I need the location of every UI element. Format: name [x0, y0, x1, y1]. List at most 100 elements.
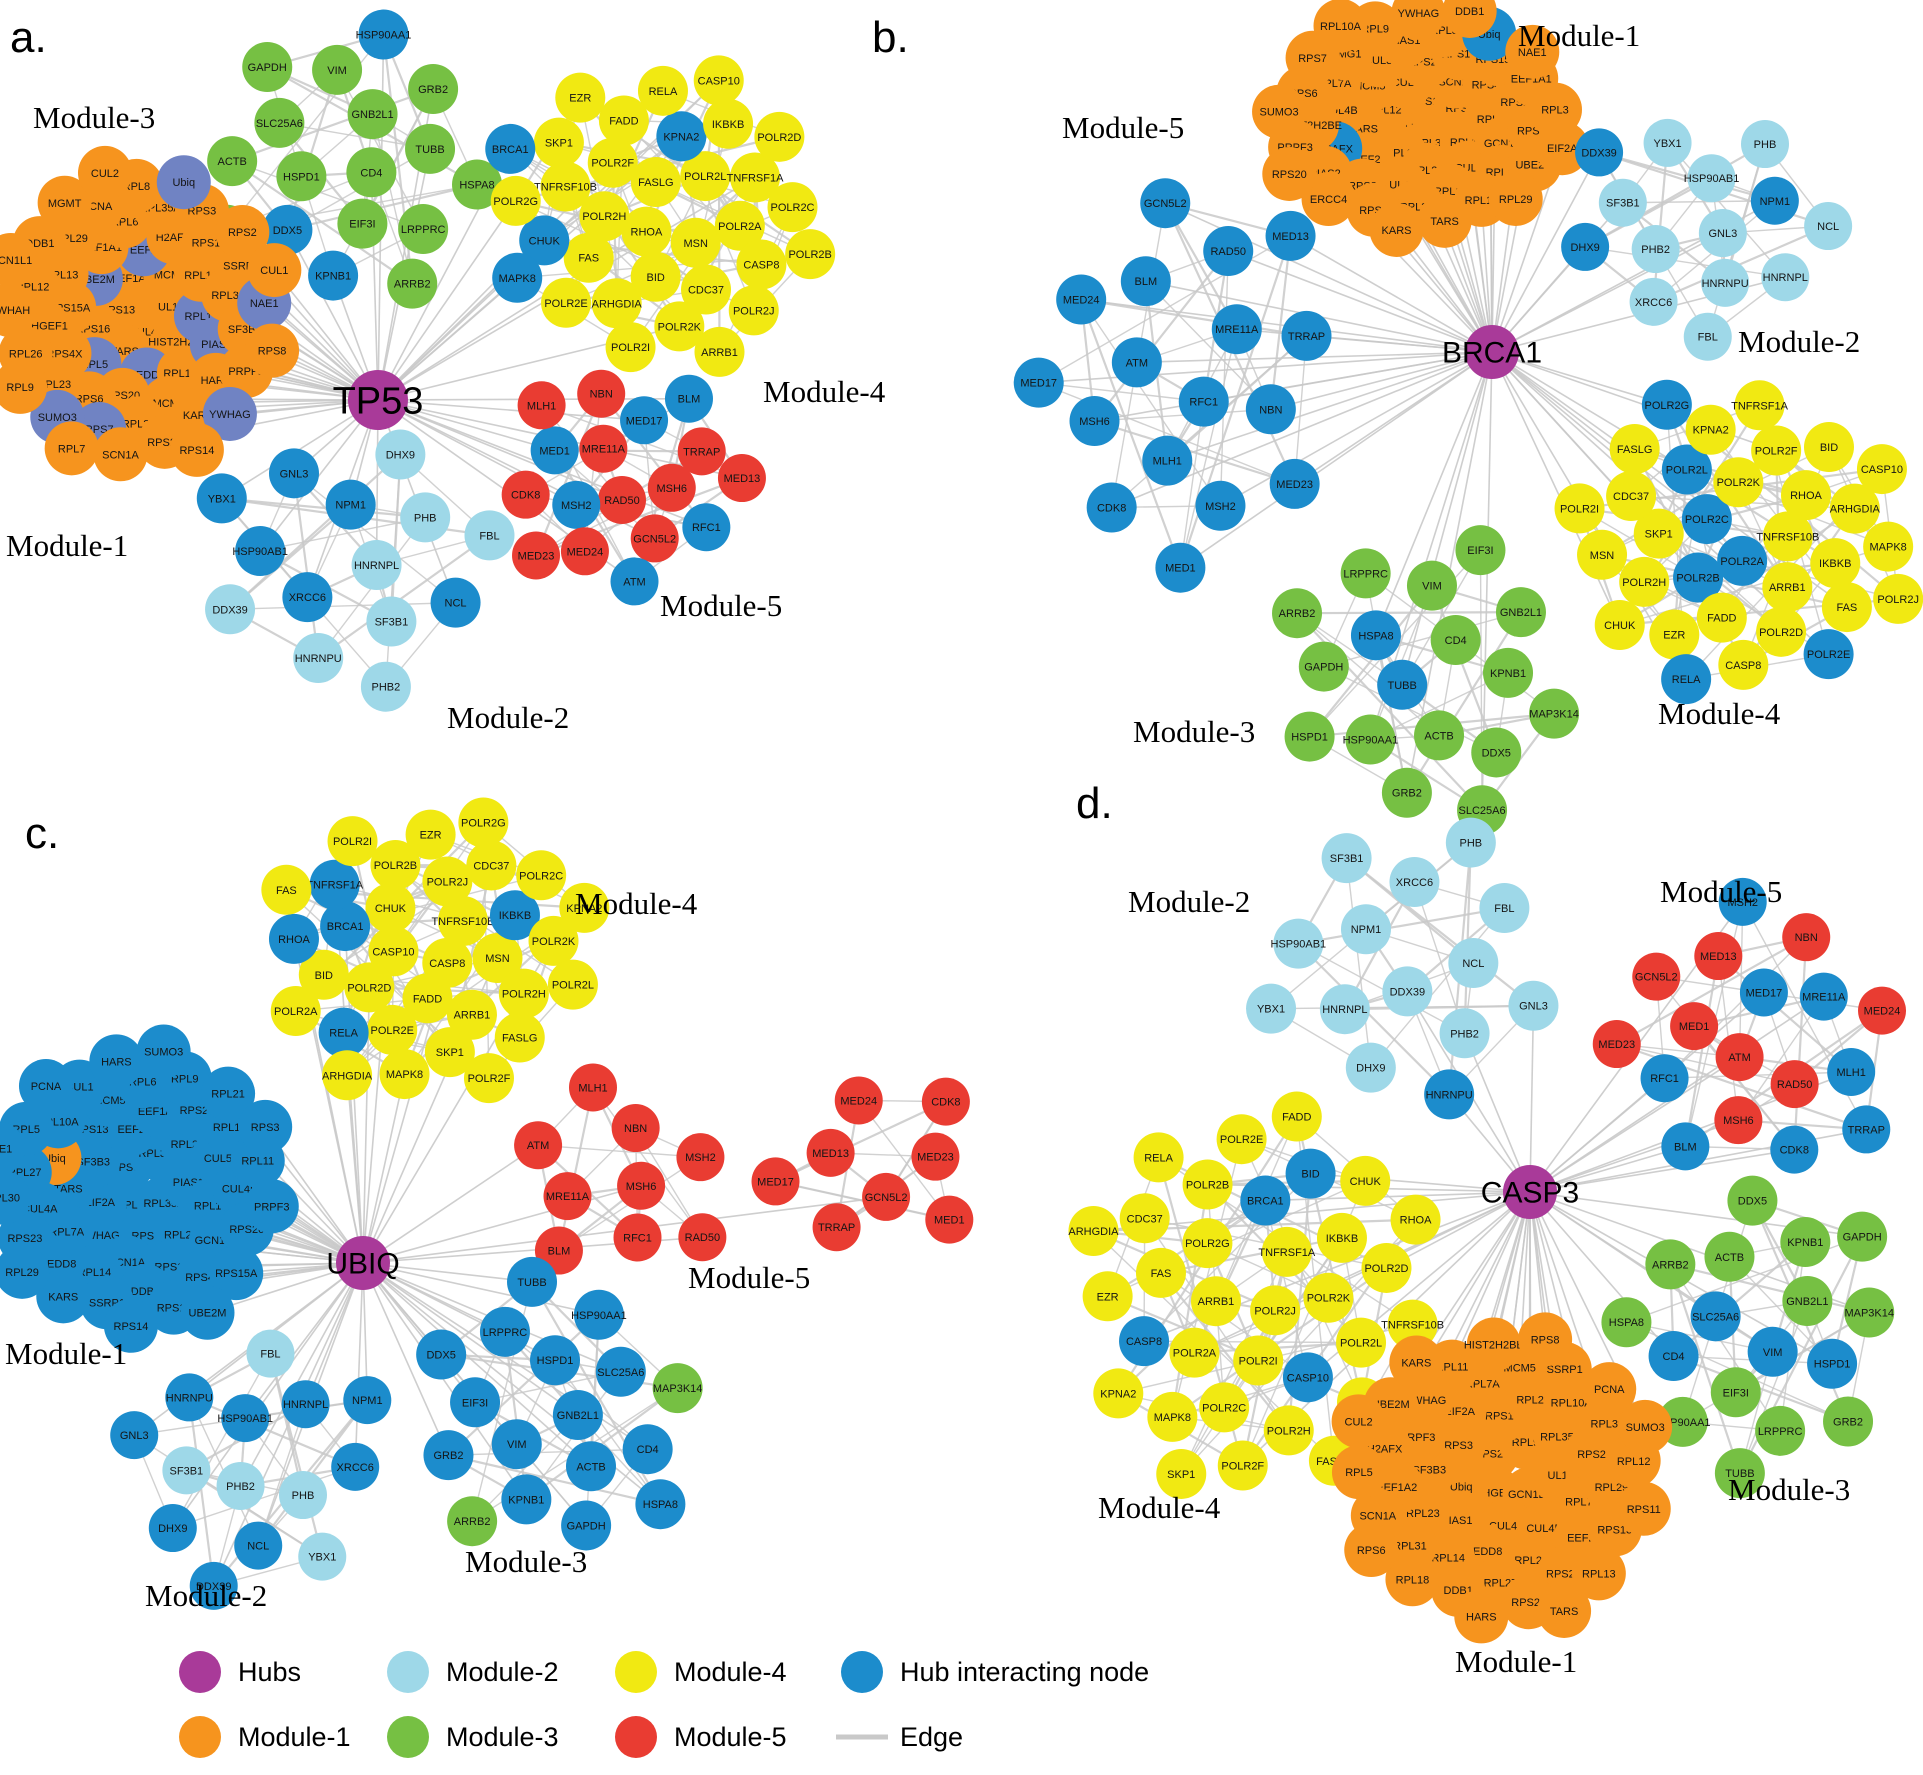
node-FADD: FADD	[1696, 592, 1747, 643]
gene-node-label: HSPD1	[1814, 1359, 1851, 1371]
gene-node-circle	[458, 797, 509, 848]
node-YBX1: YBX1	[1246, 983, 1297, 1034]
node-NPM1: NPM1	[1750, 176, 1799, 225]
edge	[1345, 858, 1372, 1068]
node-FASLG: FASLG	[1609, 424, 1660, 475]
gene-node-label: GRB2	[418, 84, 448, 96]
gene-node-label: RPL26	[9, 348, 43, 360]
gene-node-label: POLR2E	[544, 298, 587, 310]
hub-spokes	[1529, 1191, 1870, 1365]
gene-node-label: POLR2H	[1267, 1425, 1311, 1437]
gene-node-circle	[1858, 986, 1907, 1035]
gene-node-circle	[1856, 444, 1907, 495]
gene-node-circle	[1120, 256, 1171, 307]
edge	[1405, 611, 1522, 794]
node-CASP10: CASP10	[1282, 1352, 1333, 1403]
gene-node-circle	[540, 161, 591, 212]
gene-node-label: RELA	[329, 1028, 358, 1040]
gene-node-label: MED17	[626, 415, 663, 427]
gene-node-circle	[1156, 1448, 1207, 1499]
gene-node-circle	[0, 232, 38, 287]
node-EZR: EZR	[405, 809, 456, 860]
gene-node-circle	[450, 1377, 501, 1428]
node-FBL: FBL	[464, 510, 515, 561]
legend-item-module-1: Module-1	[179, 1716, 351, 1758]
gene-node-circle	[694, 326, 745, 377]
gene-node-circle	[1344, 1522, 1399, 1577]
edge	[221, 497, 426, 519]
module-label: Module-1	[5, 1336, 127, 1371]
gene-node-label: PCNA	[1594, 1384, 1625, 1396]
edge	[1673, 469, 1688, 635]
node-HARS: HARS	[1454, 1589, 1509, 1644]
gene-node-label: GNB2L1	[351, 109, 393, 121]
gene-node-circle	[1233, 1335, 1284, 1386]
gene-node-circle	[1345, 714, 1396, 765]
gene-node-circle	[1670, 1002, 1719, 1051]
node-POLR2C: POLR2C	[516, 850, 567, 901]
gene-node-circle	[1632, 952, 1681, 1001]
gene-node-label: NPM1	[1351, 924, 1382, 936]
gene-node-circle	[1269, 458, 1320, 509]
node-MED24: MED24	[834, 1076, 883, 1125]
node-TNFRSF10B: TNFRSF10B	[431, 895, 494, 946]
panel-c: CASP8 CASP10 TNFRSF10B FADD CHUK MSN POLR2D POL…	[0, 797, 974, 1613]
gene-node-label: TRRAP	[818, 1222, 855, 1234]
edge	[1179, 329, 1238, 568]
gene-node-circle	[577, 369, 626, 418]
node-KPNA2: KPNA2	[656, 111, 707, 162]
gene-node-label: RPL9	[171, 1073, 199, 1085]
gene-node-circle	[110, 1411, 159, 1460]
gene-node-label: RPS2	[1577, 1449, 1606, 1461]
gene-node-label: RPS23	[7, 1233, 42, 1245]
gene-node-circle	[1389, 1335, 1444, 1390]
gene-node-label: ACTB	[1424, 730, 1453, 742]
gene-node-label: EZR	[420, 830, 442, 842]
gene-node-label: GRB2	[1392, 788, 1422, 800]
edge	[538, 1144, 701, 1158]
node-HSPA8: HSPA8	[1350, 610, 1401, 661]
edge	[775, 1100, 947, 1183]
node-YBX1: YBX1	[298, 1532, 347, 1581]
gene-node-label: FBL	[1494, 903, 1514, 915]
node-DDB1: DDB1	[1442, 0, 1497, 38]
node-CD4: CD4	[1430, 614, 1481, 665]
node-XRCC6: XRCC6	[282, 572, 333, 623]
node-POLR2A: POLR2A	[1169, 1327, 1220, 1378]
gene-node-circle	[1385, 1552, 1440, 1607]
gene-node-label: MED13	[1700, 951, 1737, 963]
gene-node-circle	[400, 492, 451, 543]
hub-BRCA1: BRCA1	[1442, 325, 1542, 379]
edge	[1673, 1354, 1849, 1423]
gene-node-circle	[1529, 688, 1580, 739]
gene-node-label: MAPK8	[499, 273, 536, 285]
edge	[287, 183, 478, 231]
module-module-4: CASP8 CASP10 TNFRSF10B FADD CHUK MSN POLR2D POL…	[261, 797, 610, 1104]
gene-node-circle	[370, 840, 421, 891]
gene-node-circle	[1631, 225, 1680, 274]
gene-node-label: HSPD1	[537, 1355, 574, 1367]
gene-node-label: UBE2M	[189, 1308, 227, 1320]
node-POLR2E: POLR2E	[367, 1004, 418, 1055]
module-module-4: POLR2J ARRB1 TNFRSF1A POLR2I POLR2G POLR2K POL…	[1068, 1091, 1444, 1499]
gene-node-label: HNRNPL	[1763, 272, 1808, 284]
gene-node-label: MSN	[485, 953, 510, 965]
hub-node-circle	[336, 1236, 390, 1290]
gene-node-circle	[559, 882, 610, 933]
gene-node-circle	[1694, 932, 1743, 981]
gene-node-circle	[621, 206, 672, 257]
edge	[1585, 246, 1786, 278]
gene-node-label: RPS8	[1531, 1334, 1560, 1346]
gene-node-label: RPL12	[1617, 1456, 1651, 1468]
gene-node-label: MSH6	[626, 1181, 657, 1193]
node-GNL3: GNL3	[1508, 980, 1559, 1031]
legend-label: Edge	[900, 1722, 963, 1752]
gene-node-circle	[1439, 1008, 1490, 1059]
gene-node-label: POLR2A	[1720, 556, 1764, 568]
node-CD4: CD4	[622, 1424, 673, 1475]
gene-node-circle	[1448, 938, 1499, 989]
edge	[188, 1397, 215, 1587]
gene-node-circle	[730, 152, 781, 203]
node-POLR2C: POLR2C	[767, 182, 818, 233]
node-BLM: BLM	[664, 374, 713, 423]
